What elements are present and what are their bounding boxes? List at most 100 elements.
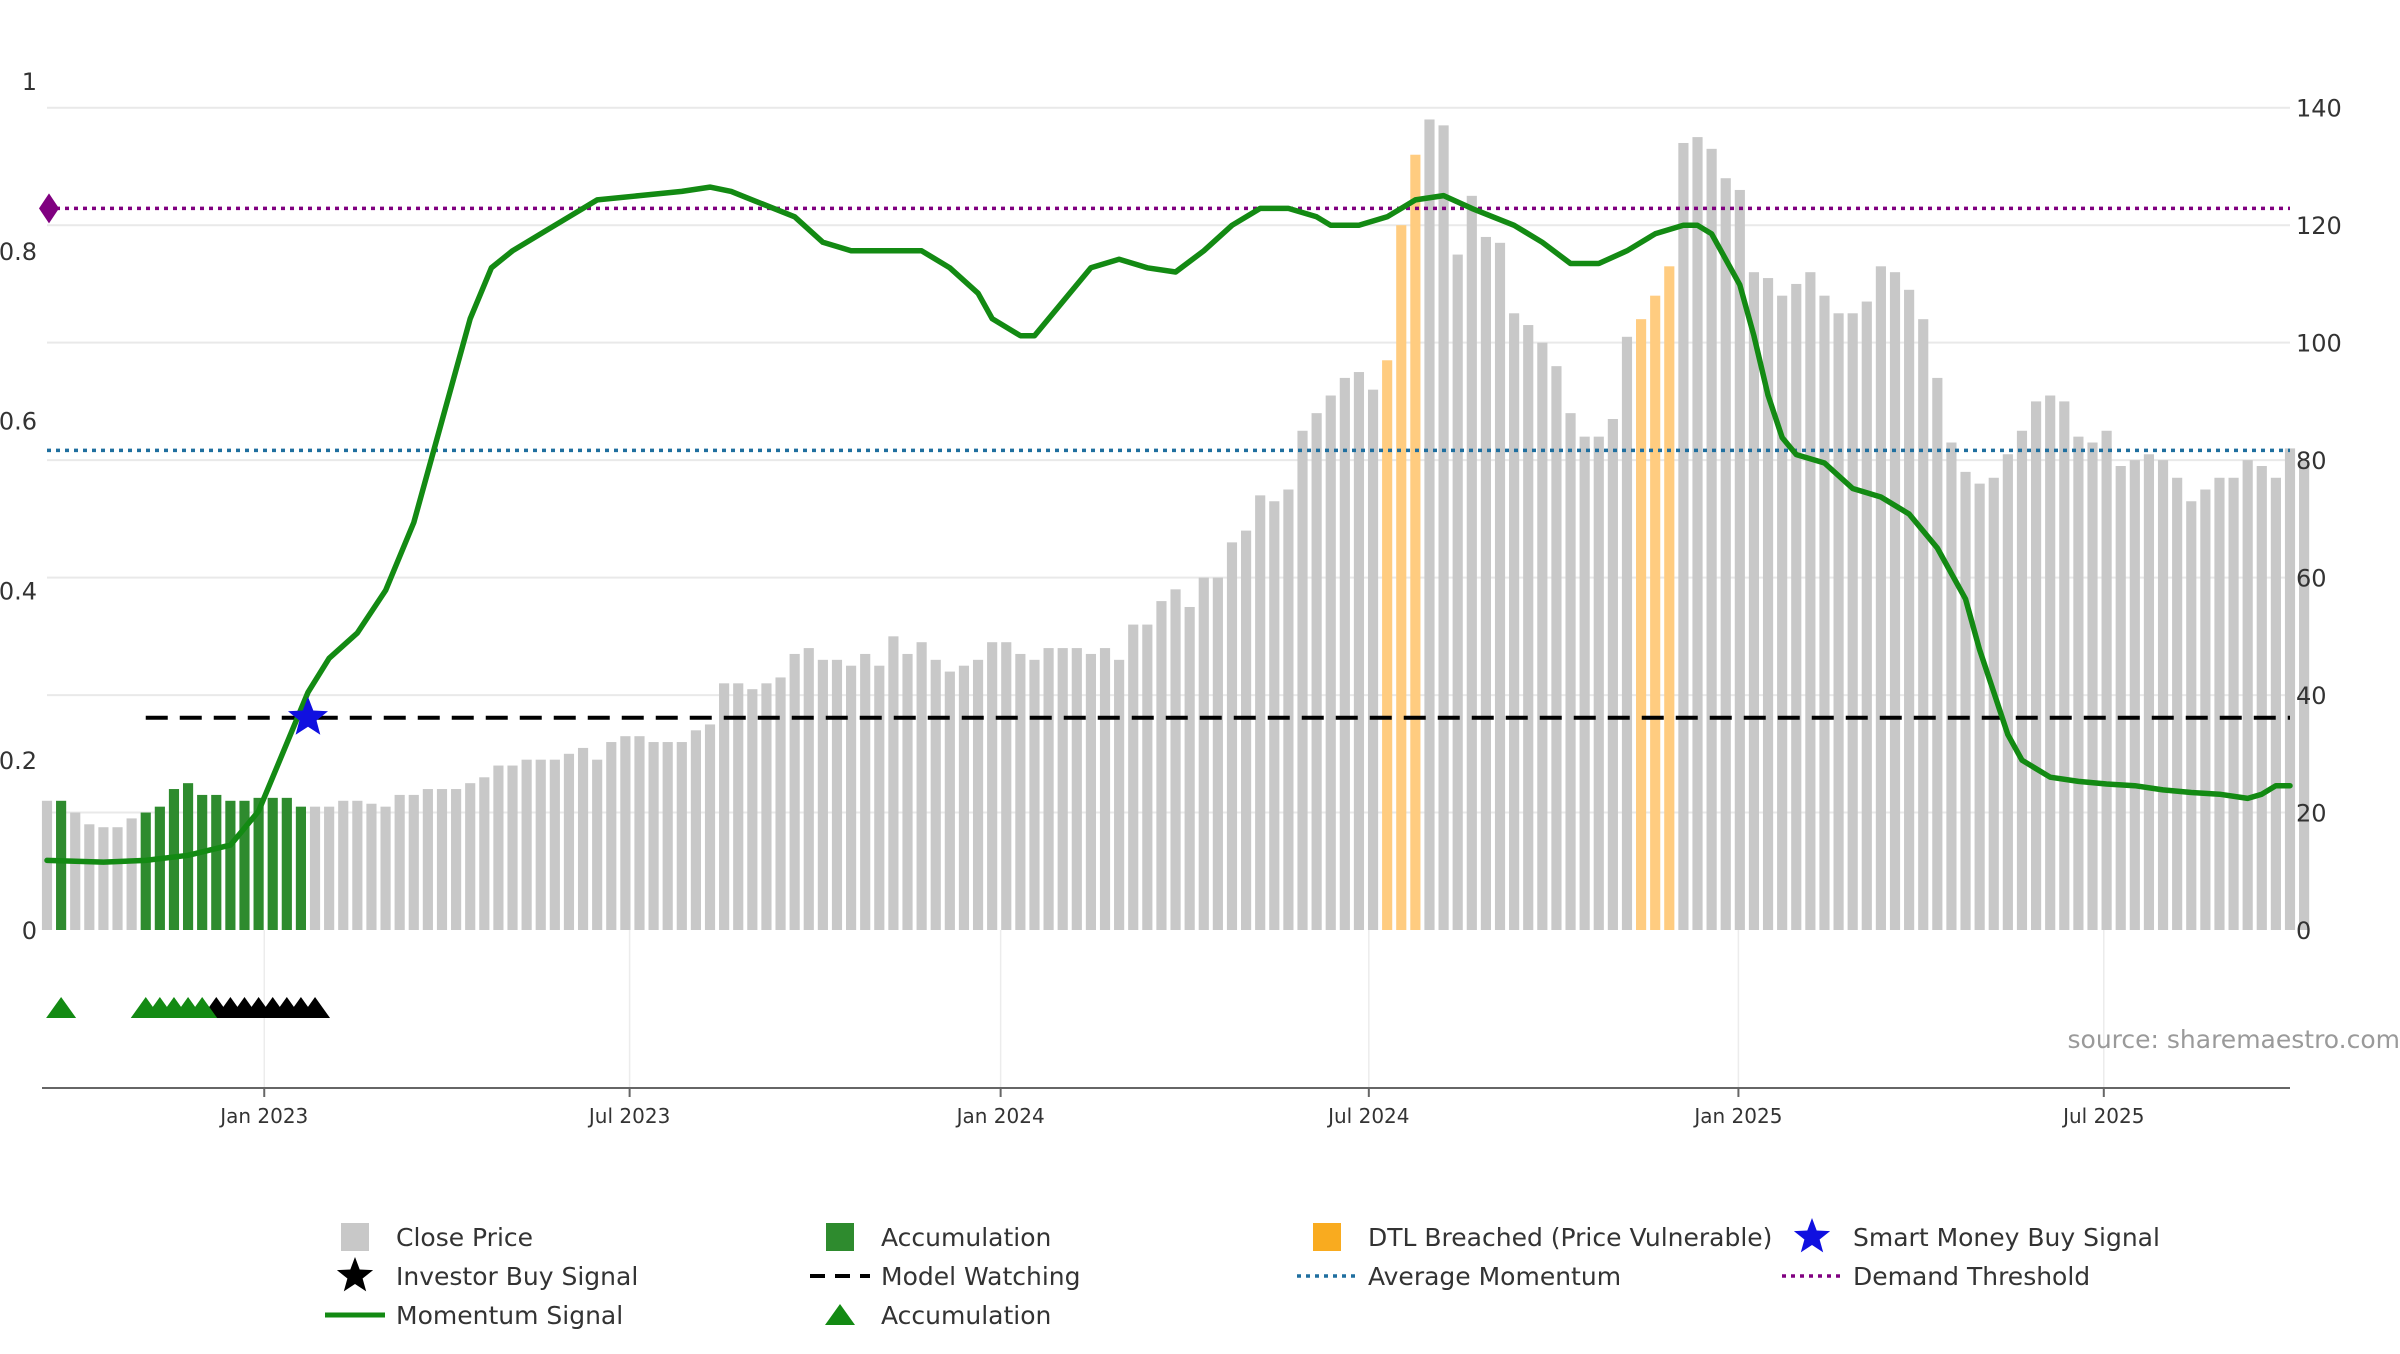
price-bar-grey: [1721, 178, 1731, 930]
legend-label-close: Close Price: [396, 1223, 533, 1252]
price-bar-grey: [1170, 589, 1180, 930]
price-bar-grey: [98, 827, 108, 930]
price-bar-grey: [1439, 125, 1449, 930]
price-bar-grey: [1340, 378, 1350, 930]
price-bar-grey: [860, 654, 870, 930]
legend-symbol-acc_tri: [825, 1304, 855, 1325]
price-bar-grey: [620, 736, 630, 930]
price-bar-grey: [1326, 396, 1336, 930]
price-bar-orange: [1650, 296, 1660, 930]
price-bar-grey: [1749, 272, 1759, 930]
right-tick-label: 100: [2296, 330, 2342, 358]
price-bar-grey: [1509, 313, 1519, 930]
price-bar-grey: [2130, 460, 2140, 930]
price-bar-grey: [790, 654, 800, 930]
price-bar-grey: [1862, 302, 1872, 930]
x-tick-label: Jul 2025: [2061, 1104, 2144, 1128]
price-bar-grey: [1565, 413, 1575, 930]
price-bar-grey: [1678, 143, 1688, 930]
price-bar-grey: [479, 777, 489, 930]
price-bar-grey: [987, 642, 997, 930]
price-bar-grey: [2102, 431, 2112, 930]
price-bar-grey: [775, 677, 785, 930]
price-bar-grey: [1819, 296, 1829, 930]
price-bar-grey: [1960, 472, 1970, 930]
right-tick-label: 80: [2296, 447, 2327, 475]
price-bar-grey: [338, 801, 348, 930]
x-tick-label: Jan 2025: [1692, 1104, 1782, 1128]
price-bar-grey: [649, 742, 659, 930]
price-bar-grey: [1932, 378, 1942, 930]
price-bar-grey: [2059, 401, 2069, 930]
legend-symbol-investor: [337, 1257, 373, 1291]
price-bar-orange: [1410, 155, 1420, 930]
x-tick-label: Jul 2024: [1326, 1104, 1409, 1128]
price-bar-grey: [1537, 343, 1547, 930]
price-bar-grey: [1241, 531, 1251, 930]
price-bar-grey: [2116, 466, 2126, 930]
price-bar-grey: [2003, 454, 2013, 930]
price-bar-grey: [1481, 237, 1491, 930]
price-bar-grey: [2271, 478, 2281, 930]
price-bar-grey: [1058, 648, 1068, 930]
legend-label-dtl: DTL Breached (Price Vulnerable): [1368, 1223, 1772, 1252]
price-bar-grey: [1213, 578, 1223, 930]
price-bar-grey: [1100, 648, 1110, 930]
legend-label-investor: Investor Buy Signal: [396, 1262, 638, 1291]
price-bar-grey: [536, 760, 546, 930]
price-bar-grey: [310, 807, 320, 930]
price-bar-grey: [733, 683, 743, 930]
right-tick-label: 60: [2296, 565, 2327, 593]
price-bar-grey: [1044, 648, 1054, 930]
price-bar-grey: [1791, 284, 1801, 930]
price-bar-orange: [1664, 266, 1674, 930]
price-bar-grey: [1269, 501, 1279, 930]
left-tick-label: 0.6: [0, 408, 37, 436]
price-bar-grey: [1805, 272, 1815, 930]
price-bars: [42, 119, 2309, 930]
legend-swatch-accumulation: [826, 1223, 854, 1251]
price-bar-grey: [2172, 478, 2182, 930]
price-bar-grey: [1128, 625, 1138, 930]
price-bar-grey: [945, 672, 955, 930]
price-bar-grey: [1001, 642, 1011, 930]
price-bar-grey: [507, 766, 517, 930]
legend-label-smart: Smart Money Buy Signal: [1853, 1223, 2160, 1252]
price-bar-grey: [1834, 313, 1844, 930]
price-bar-green: [211, 795, 221, 930]
legend-label-acc_tri: Accumulation: [881, 1301, 1051, 1330]
price-bar-grey: [1904, 290, 1914, 930]
price-bar-grey: [2228, 478, 2238, 930]
price-bar-green: [141, 813, 151, 930]
price-bar-grey: [747, 689, 757, 930]
price-bar-grey: [366, 804, 376, 930]
price-bar-grey: [380, 807, 390, 930]
price-bar-grey: [1227, 542, 1237, 930]
price-bar-grey: [1453, 255, 1463, 930]
price-bar-grey: [1523, 325, 1533, 930]
price-bar-grey: [84, 824, 94, 930]
price-bar-grey: [2285, 448, 2295, 930]
price-bar-grey: [564, 754, 574, 930]
price-bar-grey: [451, 789, 461, 930]
price-bar-grey: [1114, 660, 1124, 930]
price-bar-grey: [578, 748, 588, 930]
price-bar-grey: [804, 648, 814, 930]
legend-star-investor: [337, 1257, 373, 1291]
price-bar-grey: [2087, 443, 2097, 930]
price-bar-grey: [437, 789, 447, 930]
price-bar-orange: [1382, 360, 1392, 930]
price-bar-grey: [2017, 431, 2027, 930]
x-tick-label: Jan 2023: [218, 1104, 308, 1128]
price-bar-grey: [846, 666, 856, 930]
legend-label-avg: Average Momentum: [1368, 1262, 1621, 1291]
price-bar-grey: [42, 801, 52, 930]
price-bar-grey: [465, 783, 475, 930]
price-bar-grey: [592, 760, 602, 930]
price-bar-grey: [2031, 401, 2041, 930]
legend-swatch-close: [341, 1223, 369, 1251]
price-bar-grey: [1580, 437, 1590, 930]
price-bar-grey: [832, 660, 842, 930]
price-bar-grey: [705, 724, 715, 930]
